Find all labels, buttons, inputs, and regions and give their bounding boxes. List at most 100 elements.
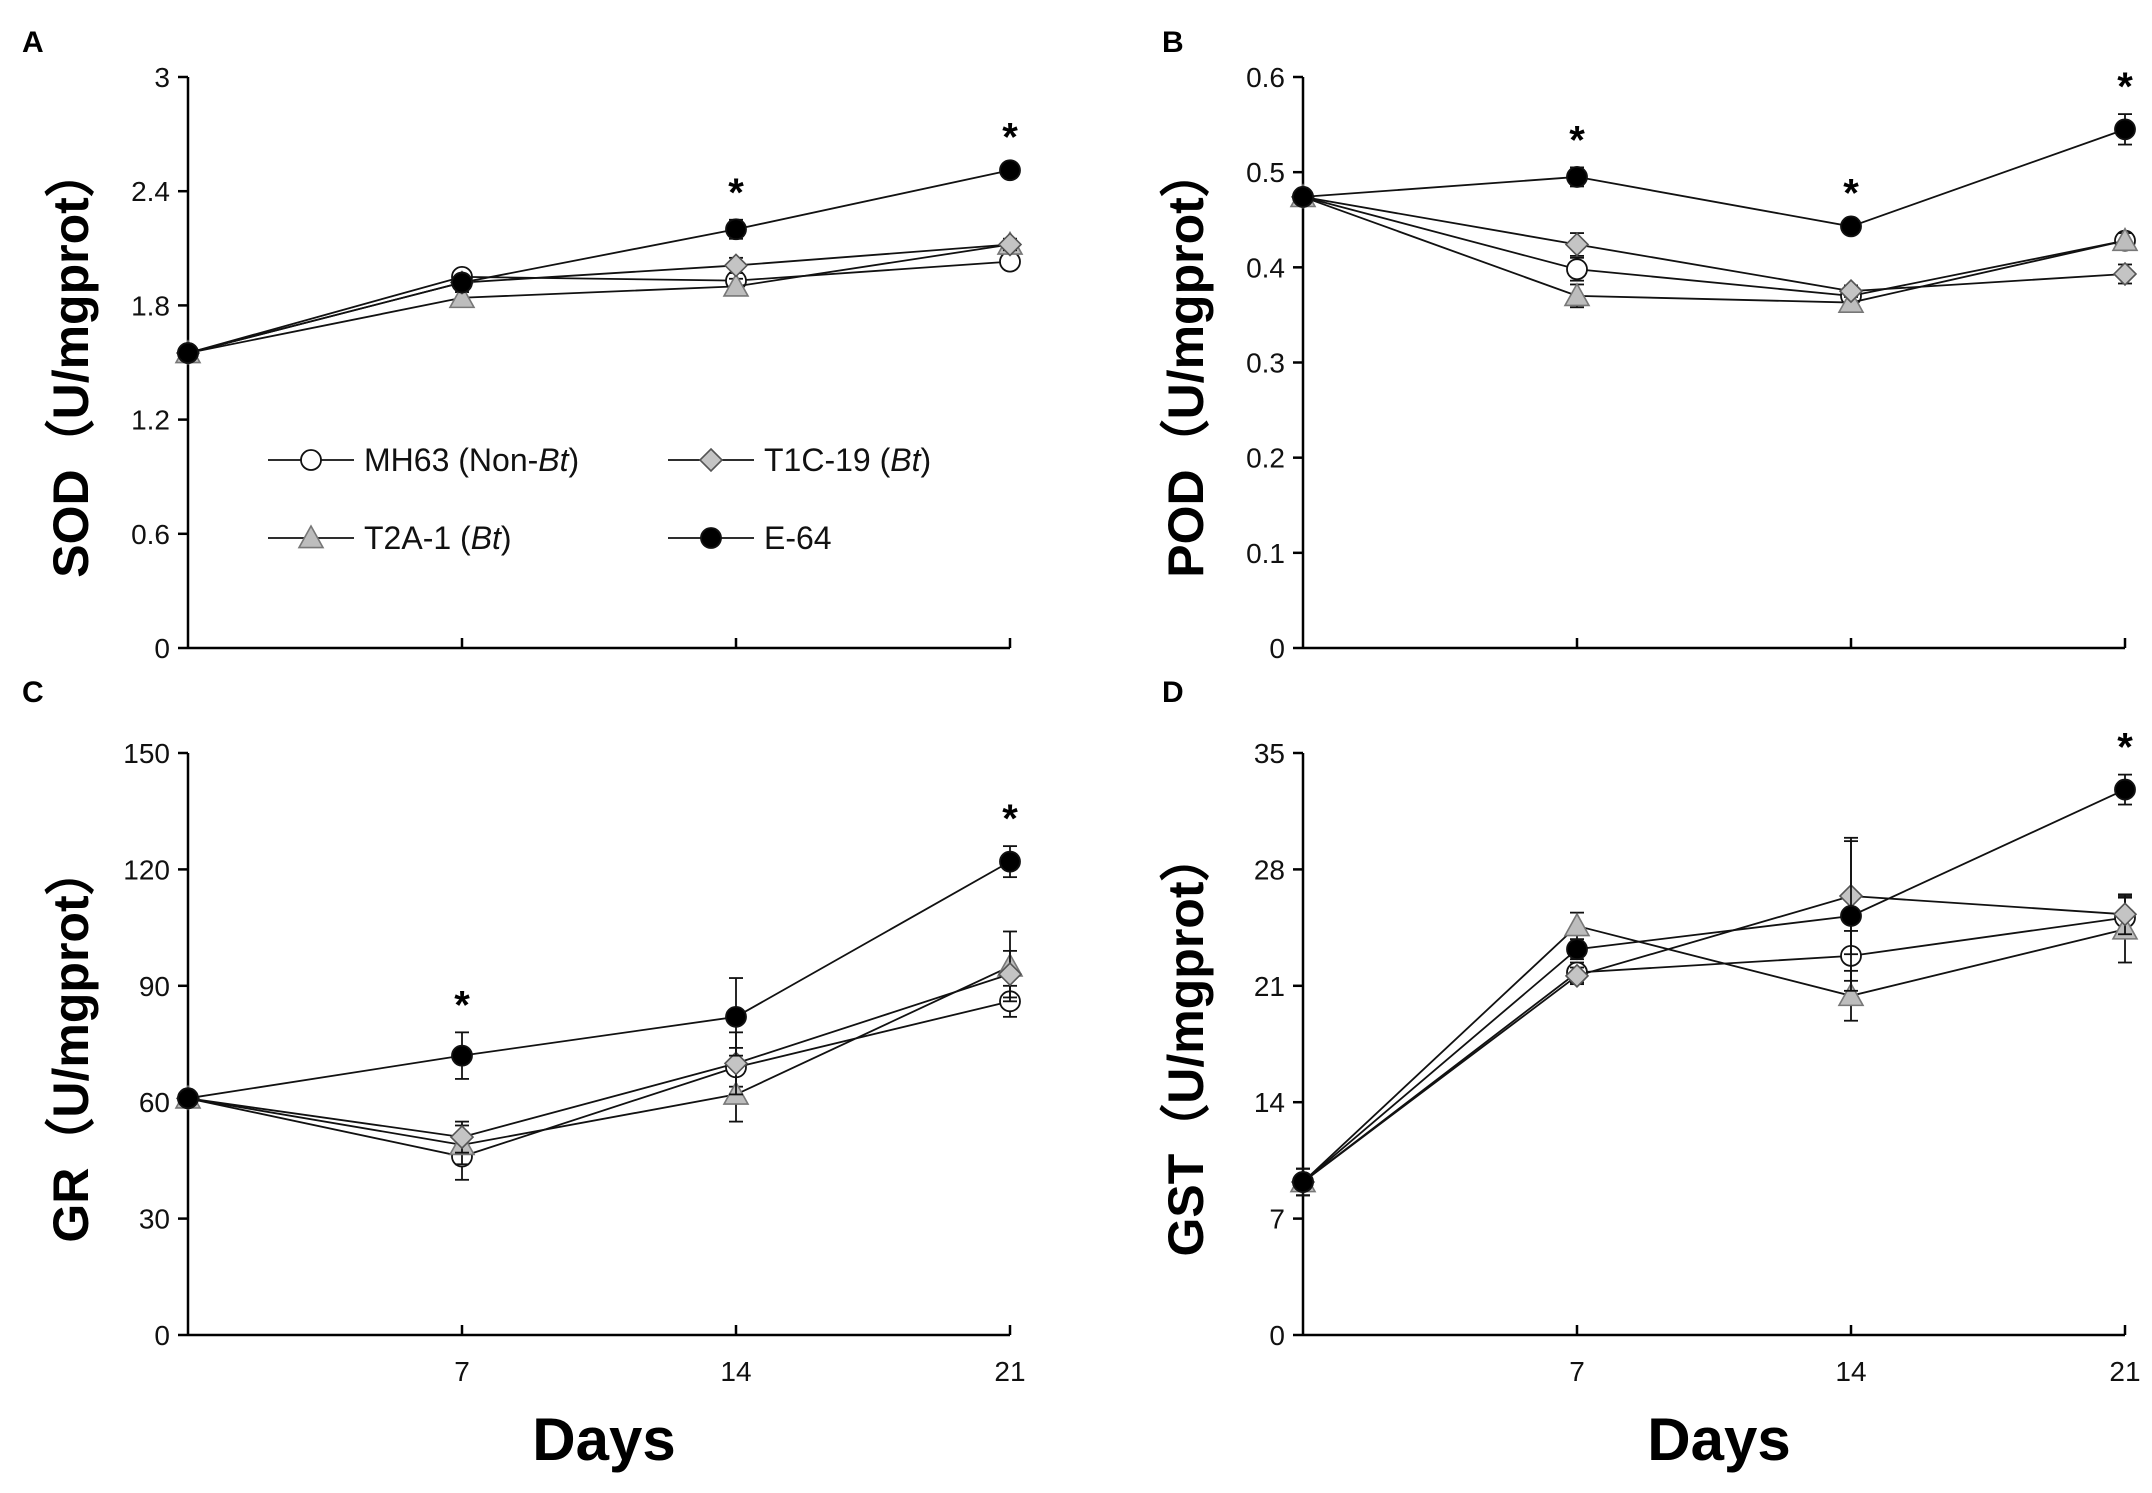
legend-marker-e64 [700,527,722,549]
series-t2a1 [174,230,1024,364]
legend-item-t2a1: T2A-1 (Bt) [268,520,512,556]
series-line-t1c19 [187,973,1011,1139]
series-line-mh63 [1302,196,2126,297]
data-point-t2a1 [2111,227,2139,252]
significance-star: * [2117,726,2133,770]
data-point-mh63 [1566,258,1588,281]
significance-star: * [1002,116,1018,160]
series-line-e64 [1302,128,2126,228]
y-tick-label: 35 [1254,738,1285,769]
x-tick-label: 21 [2109,1356,2140,1387]
series-line-t2a1 [1302,924,2126,1183]
data-point-t2a1 [1837,982,1865,1007]
series-line-t1c19 [1302,895,2126,1183]
significance-star: * [1843,172,1859,216]
data-point-e64 [177,342,199,364]
data-point-e64 [2114,118,2136,141]
y-tick-label: 120 [123,854,170,885]
legend-item-t1c19: T1C-19 (Bt) [668,442,931,478]
y-axis-label: GR（U/mgprot） [43,845,99,1242]
data-point-t1c19 [997,232,1023,257]
series-line-e64 [1302,788,2126,1183]
legend-label-tail: ) [501,520,512,556]
data-point-e64 [1292,1171,1314,1193]
legend-label-tail: ) [920,442,931,478]
y-axis-label: SOD（U/mgprot） [43,147,99,578]
panels: A 0 0.6 1.2 1.8 2.4 3 SOD（U/mgprot） * * B 0 0.1 0.2 0.… [22,26,2141,1473]
y-axis-label: POD（U/mgprot） [1158,147,1214,578]
significance-star: * [1002,797,1018,841]
data-point-t1c19 [997,962,1023,987]
series-line-e64 [187,169,1011,354]
legend-label: MH63 (Non-Bt) [364,442,579,478]
legend-label-text: T1C-19 ( [764,442,891,478]
data-point-t1c19 [2112,902,2138,927]
y-tick-label: 21 [1254,971,1285,1002]
y-tick-label: 0.4 [1246,252,1285,283]
series-line-t1c19 [1302,196,2126,293]
data-point-e64 [725,1005,747,1028]
series-t2a1 [1289,895,2139,1197]
series-mh63 [1292,896,2136,1197]
legend-label: T1C-19 (Bt) [764,442,931,478]
legend-marker-t2a1 [297,524,325,549]
legend-label-italic: Bt [538,442,569,478]
data-point-t2a1 [1563,912,1591,937]
panel-D: D 0 7 14 21 28 35 7 14 21 GST（U/mgprot） Days * [1158,676,2140,1473]
series-line-mh63 [1302,916,2126,1183]
series-line-mh63 [187,260,1011,354]
x-tick-label: 21 [994,1356,1025,1387]
legend: MH63 (Non-Bt) T1C-19 (Bt)T2A-1 (Bt) E-64 [268,442,931,556]
series-t2a1 [174,930,1024,1166]
y-tick-label: 0.2 [1246,443,1285,474]
series-t2a1 [1289,183,2139,313]
y-tick-label: 0.1 [1246,538,1285,569]
series-t1c19 [175,232,1023,366]
data-point-e64 [725,218,747,241]
legend-label-italic: Bt [890,442,921,478]
series-t1c19 [1290,836,2138,1197]
series-mh63 [177,250,1021,364]
y-tick-label: 90 [139,971,170,1002]
y-tick-label: 7 [1269,1204,1285,1235]
legend-label: E-64 [764,520,832,556]
y-tick-label: 2.4 [131,176,170,207]
data-point-e64 [2114,778,2136,801]
data-point-e64 [1566,166,1588,188]
data-point-e64 [1840,905,1862,927]
y-tick-label: 1.2 [131,405,170,436]
y-tick-label: 0 [1269,1320,1285,1351]
data-point-e64 [999,850,1021,873]
y-tick-label: 0 [1269,633,1285,664]
series-e64 [1292,773,2136,1197]
series-e64 [177,159,1021,364]
data-point-e64 [999,159,1021,182]
significance-star: * [454,983,470,1027]
legend-label-tail: ) [569,442,580,478]
y-tick-label: 0.6 [1246,62,1285,93]
y-tick-label: 0.6 [131,519,170,550]
data-point-t1c19 [449,1124,475,1150]
y-tick-label: 1.8 [131,290,170,321]
y-tick-label: 0.3 [1246,348,1285,379]
data-point-e64 [1840,215,1862,238]
panel-A: A 0 0.6 1.2 1.8 2.4 3 SOD（U/mgprot） * * [22,26,1024,664]
significance-star: * [1569,118,1585,162]
legend-label-text: E-64 [764,520,832,556]
y-tick-label: 14 [1254,1087,1285,1118]
data-point-t1c19 [1564,232,1590,257]
data-point-t2a1 [448,284,476,309]
significance-star: * [728,171,744,215]
data-point-t2a1 [1563,282,1591,307]
data-point-t1c19 [1564,963,1590,988]
series-line-mh63 [187,1000,1011,1158]
legend-label-text: T2A-1 ( [364,520,471,556]
legend-label-italic: Bt [471,520,502,556]
series-line-t2a1 [187,965,1011,1146]
x-tick-label: 14 [1835,1356,1866,1387]
panel-C: C 0 30 60 90 120 150 7 14 21 GR（U/mgprot） Days * * [22,676,1026,1473]
series-mh63 [1292,186,2136,307]
data-point-e64 [451,1044,473,1067]
panel-B: B 0 0.1 0.2 0.3 0.4 0.5 0.6 POD（U/mgprot） * * * [1158,26,2139,664]
x-tick-label: 14 [720,1356,751,1387]
